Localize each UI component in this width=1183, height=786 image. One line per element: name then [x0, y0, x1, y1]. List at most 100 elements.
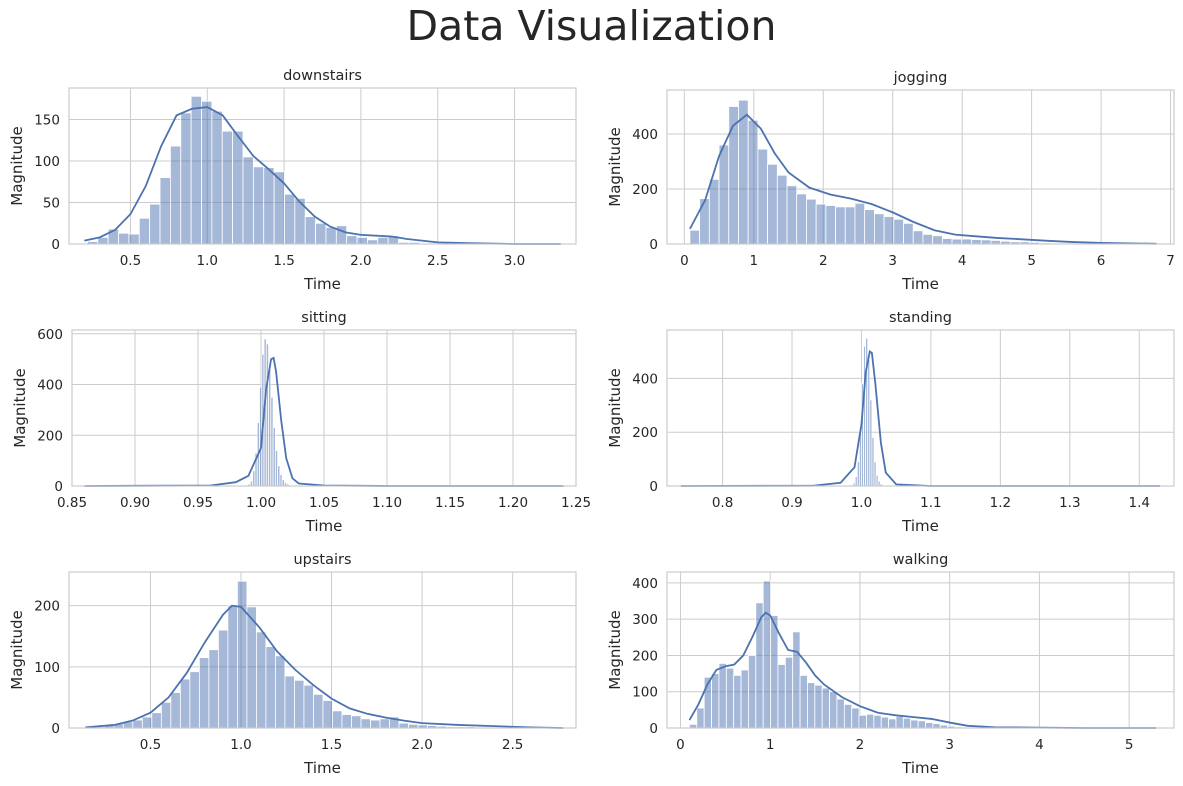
y-tick-label: 400 [632, 576, 658, 592]
histogram-bar [356, 236, 368, 245]
x-tick-label: 2 [819, 253, 828, 269]
histogram-bar [784, 656, 794, 729]
histogram-bar [718, 663, 727, 729]
histogram-bar [708, 178, 720, 245]
panel-walking: 0 1 2 3 4 5 0 100 200 300 400 walking Time Magnitude [606, 552, 1175, 777]
histogram-bar [725, 667, 735, 729]
y-tick-label: 400 [37, 378, 63, 394]
histogram-bar [829, 691, 838, 729]
histogram-bar [179, 678, 191, 729]
y-tick-label: 300 [632, 612, 658, 628]
panel-title: walking [893, 552, 949, 568]
histogram-bar [303, 684, 314, 729]
x-axis-label: Time [303, 275, 341, 293]
histogram-bar [814, 684, 823, 729]
x-tick-label: 0.8 [712, 495, 733, 511]
histogram-bar [351, 715, 362, 729]
histogram-bar [275, 655, 286, 729]
histogram-bar [325, 227, 337, 245]
histogram-bar [961, 238, 972, 245]
y-tick-label: 200 [632, 648, 658, 664]
kde-line [689, 113, 1157, 245]
histogram-bar [776, 174, 788, 245]
y-tick-label: 200 [632, 182, 658, 198]
x-tick-label: 1.5 [321, 737, 342, 753]
kde-line [84, 356, 564, 487]
panel-downstairs: 0.5 1.0 1.5 2.0 2.5 3.0 0 50 100 150 downstairs Tim… [8, 68, 577, 293]
histogram-bar [807, 682, 816, 729]
x-tick-label: 1.3 [1059, 495, 1080, 511]
x-tick-label: 1 [750, 253, 759, 269]
panel-title: sitting [301, 310, 346, 326]
histogram-bar [263, 167, 275, 245]
x-tick-label: 2.0 [350, 253, 371, 269]
y-axis-label: Magnitude [11, 368, 29, 447]
histogram-bar [304, 216, 316, 245]
x-tick-label: 1.05 [309, 495, 339, 511]
histogram-bar [284, 193, 296, 245]
x-tick-label: 6 [1097, 253, 1106, 269]
histogram-bar [941, 238, 953, 245]
histogram-bar [883, 216, 895, 245]
x-tick-label: 1.0 [197, 253, 218, 269]
x-tick-label: 3 [945, 737, 954, 753]
x-tick-label: 1.10 [372, 495, 402, 511]
histogram-bar [728, 106, 739, 245]
histogram-bars [689, 580, 1155, 729]
y-tick-label: 0 [54, 479, 63, 495]
y-tick-label: 400 [632, 371, 658, 387]
histogram-bar [322, 700, 333, 729]
x-tick-label: 0.90 [120, 495, 150, 511]
histogram-bar [873, 213, 885, 245]
histogram-bar [190, 95, 202, 245]
histogram-bar [917, 720, 926, 729]
histogram-bar [912, 230, 924, 245]
histogram-bar [792, 631, 801, 729]
x-tick-label: 2.5 [502, 737, 523, 753]
x-tick-label: 0.5 [120, 253, 141, 269]
plot-frame [666, 571, 1175, 729]
histogram-bar [747, 119, 759, 245]
plot-frame [666, 329, 1175, 487]
histogram-bar [332, 710, 343, 729]
histogram-bar [777, 664, 786, 729]
histogram-bar [895, 715, 904, 729]
histogram-bar [903, 222, 914, 245]
x-tick-label: 0.95 [183, 495, 213, 511]
y-tick-label: 100 [34, 154, 60, 170]
kde-line [84, 106, 561, 245]
x-tick-label: 7 [1166, 253, 1175, 269]
histogram-bar [767, 163, 778, 245]
x-axis-label: Time [305, 517, 343, 535]
figure-title: Data Visualization [406, 2, 777, 50]
histogram-bar [902, 717, 912, 729]
kde-line [688, 611, 1157, 729]
histogram-bar [866, 713, 875, 729]
x-tick-label: 2 [856, 737, 865, 753]
histogram-bar [888, 718, 897, 729]
x-tick-label: 1.2 [990, 495, 1011, 511]
y-tick-label: 50 [43, 196, 60, 212]
panel-title: upstairs [293, 552, 351, 568]
histogram-bar [835, 206, 846, 245]
histogram-bar [858, 714, 867, 729]
plot-frame [666, 89, 1175, 245]
histogram-bar [851, 707, 860, 729]
histogram-bar [951, 238, 963, 245]
y-axis-label: Magnitude [606, 127, 624, 206]
histogram-bar [294, 679, 305, 729]
histogram-bar [796, 193, 807, 245]
histogram-bar [786, 185, 798, 245]
x-tick-label: 1.15 [435, 495, 465, 511]
x-tick-label: 0 [676, 737, 685, 753]
histogram-bar [252, 166, 265, 245]
x-tick-label: 0.5 [140, 737, 161, 753]
y-tick-label: 0 [649, 479, 658, 495]
histogram-bar [198, 657, 210, 729]
histogram-bar [118, 232, 130, 245]
histogram-bar [696, 707, 705, 729]
y-tick-label: 150 [34, 113, 60, 129]
histogram-bar [799, 674, 808, 729]
panel-jogging: 0 1 2 3 4 5 6 7 0 200 400 jogging Time Magnitude [606, 70, 1175, 293]
